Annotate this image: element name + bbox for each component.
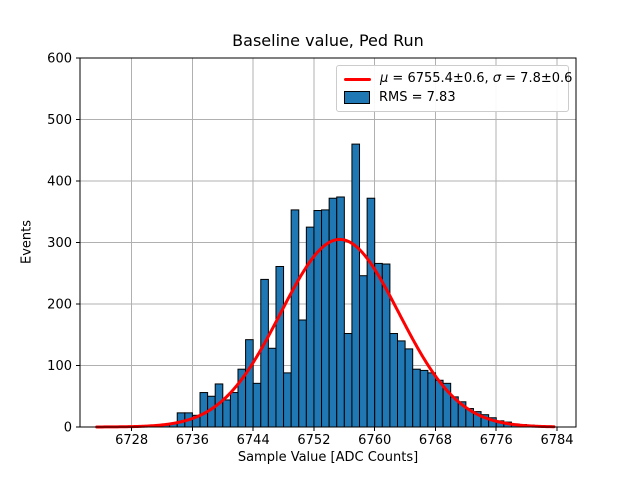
histogram-bar [260, 278, 269, 428]
mu-symbol: μ [380, 71, 389, 87]
histogram-bar [336, 196, 345, 428]
histogram-bar [389, 333, 399, 428]
y-tick-label: 200 [47, 298, 72, 313]
histogram-bar [397, 340, 406, 428]
histogram-bar [290, 209, 300, 428]
histogram-bar [328, 197, 338, 428]
legend: μ = 6755.4±0.6, σ = 7.8±0.6 RMS = 7.83 [336, 65, 572, 112]
histogram-bar [229, 392, 239, 428]
x-tick-label: 6736 [176, 433, 209, 448]
y-tick-label: 400 [47, 175, 72, 190]
x-tick-label: 6752 [297, 433, 330, 448]
legend-entry-hist: RMS = 7.83 [344, 89, 561, 105]
histogram-bar [245, 339, 254, 428]
histogram-bar [434, 379, 444, 428]
y-tick-label: 600 [47, 52, 72, 67]
histogram-bar [374, 262, 383, 428]
histogram-bar [366, 197, 376, 428]
x-tick-label: 6776 [480, 433, 513, 448]
fit-line-swatch [344, 77, 371, 81]
histogram-bar [412, 368, 421, 428]
legend-fit-label: μ = 6755.4±0.6, σ = 7.8±0.6 [380, 71, 573, 87]
histogram-bar [351, 143, 361, 428]
histogram-bar [298, 319, 307, 428]
legend-rms-label: RMS = 7.83 [379, 89, 456, 105]
histogram-bar [313, 210, 323, 428]
y-axis-label: Events [19, 219, 35, 265]
gaussian-fit-line [95, 237, 556, 429]
x-tick-label: 6728 [115, 433, 148, 448]
y-tick-label: 300 [47, 236, 72, 251]
histogram-bar [267, 347, 277, 428]
histogram-swatch [344, 91, 370, 105]
y-tick-label: 0 [64, 421, 72, 436]
histogram-bar [427, 372, 436, 428]
x-axis-label: Sample Value [ADC Counts] [237, 450, 419, 465]
y-tick-label: 100 [47, 359, 72, 374]
y-tick-label: 500 [47, 113, 72, 128]
x-tick-label: 6744 [237, 433, 270, 448]
histogram-bar [199, 392, 209, 428]
histogram-bar [283, 372, 292, 428]
x-tick-label: 6760 [358, 433, 391, 448]
histogram-bar [404, 348, 414, 428]
histogram-bar [359, 275, 368, 428]
chart-title: Baseline value, Ped Run [232, 31, 424, 50]
histogram-bar [252, 382, 262, 428]
histogram-bar [222, 399, 231, 428]
x-tick-label: 6768 [419, 433, 452, 448]
histogram-bar [419, 369, 429, 428]
histogram-bar [343, 333, 353, 428]
sigma-symbol: σ [492, 71, 502, 87]
x-tick-label: 6784 [540, 433, 573, 448]
histogram-bar [275, 265, 285, 428]
legend-entry-fit: μ = 6755.4±0.6, σ = 7.8±0.6 [344, 71, 572, 86]
